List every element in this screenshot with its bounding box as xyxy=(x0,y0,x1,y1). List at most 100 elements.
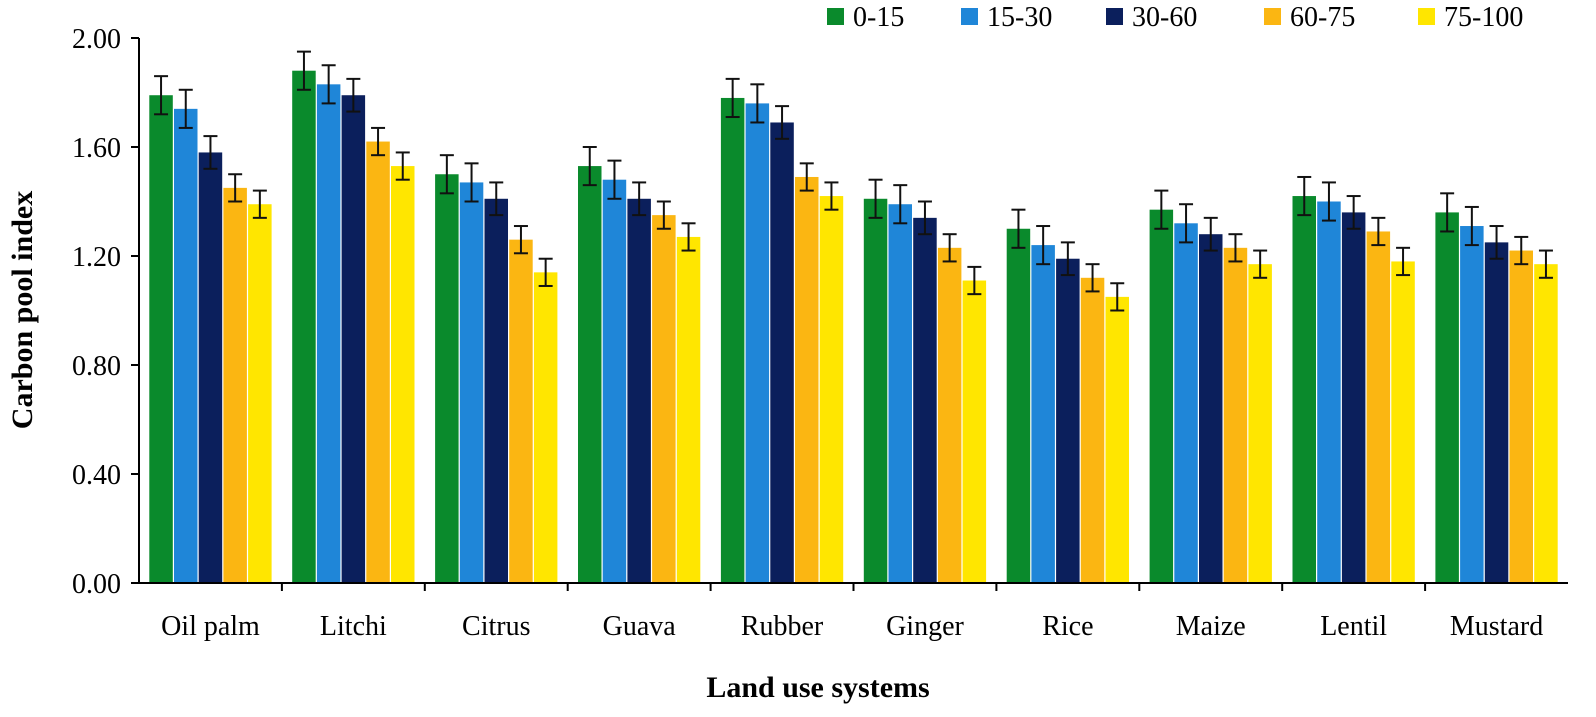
legend: 0-15 15-30 30-60 60-75 75-100 xyxy=(827,2,1523,33)
bar xyxy=(1149,209,1174,584)
error-bar xyxy=(228,173,243,203)
error-bar xyxy=(1036,225,1051,266)
error-bar xyxy=(395,151,410,181)
error-bar xyxy=(681,222,696,252)
error-bar xyxy=(1011,208,1026,249)
error-bar xyxy=(513,225,528,255)
legend-swatch xyxy=(1418,8,1435,25)
legend-swatch xyxy=(961,8,978,25)
error-bar xyxy=(942,233,957,263)
error-bar xyxy=(1514,235,1529,266)
error-bar xyxy=(607,159,622,200)
error-bar xyxy=(371,126,386,157)
x-axis-title: Land use systems xyxy=(706,671,929,704)
legend-label: 15-30 xyxy=(987,2,1052,33)
x-tick-label: Lentil xyxy=(1320,611,1387,642)
bar xyxy=(174,108,198,583)
y-tick-label: 2.00 xyxy=(72,24,121,55)
bar xyxy=(1391,261,1415,583)
legend-label: 75-100 xyxy=(1444,2,1523,33)
bar xyxy=(745,103,770,584)
error-bar xyxy=(346,77,361,113)
y-tick-label: 1.20 xyxy=(72,242,121,273)
x-tick-label: Citrus xyxy=(462,611,530,642)
error-bars-layer xyxy=(154,50,1553,312)
bar xyxy=(198,152,223,583)
error-bar xyxy=(1228,233,1243,263)
x-tick-label: Rubber xyxy=(741,611,824,642)
error-bar xyxy=(799,162,814,192)
y-tick-label: 0.00 xyxy=(72,569,121,600)
error-bar xyxy=(1464,205,1479,247)
error-bar xyxy=(1154,189,1169,230)
bar xyxy=(1199,234,1223,583)
error-bar xyxy=(1253,249,1268,279)
bar xyxy=(578,166,602,583)
bar xyxy=(937,247,962,583)
error-bar xyxy=(1060,241,1075,277)
bar xyxy=(1484,242,1509,583)
y-axis-title: Carbon pool index xyxy=(6,191,39,429)
bar xyxy=(1317,201,1341,583)
error-bar xyxy=(489,181,504,217)
bar xyxy=(292,70,316,583)
error-bar xyxy=(775,105,790,140)
error-bar xyxy=(967,265,982,296)
bar xyxy=(676,236,701,584)
bar xyxy=(770,122,794,583)
error-bar xyxy=(178,88,193,129)
bar xyxy=(484,198,508,583)
error-bar xyxy=(1538,249,1553,279)
bar xyxy=(223,187,247,583)
bar xyxy=(1105,296,1129,583)
bar xyxy=(627,198,651,583)
error-bar xyxy=(1346,195,1361,230)
bar xyxy=(819,196,844,584)
legend-label: 0-15 xyxy=(853,2,904,33)
legend-swatch xyxy=(1264,8,1281,25)
error-bar xyxy=(538,257,553,287)
x-tick-label: Maize xyxy=(1176,611,1246,642)
error-bar xyxy=(439,154,454,195)
bar xyxy=(1435,212,1459,583)
bar xyxy=(316,84,341,583)
y-axis-ticks: 0.00 0.40 0.80 1.20 1.60 2.00 xyxy=(72,24,139,600)
error-bar xyxy=(296,50,311,91)
bar xyxy=(435,174,459,583)
bar xyxy=(1056,258,1080,583)
error-bar xyxy=(1440,192,1455,233)
error-bar xyxy=(1396,246,1411,277)
x-tick-label: Rice xyxy=(1042,611,1093,642)
bars-layer xyxy=(149,70,1558,584)
bar xyxy=(1341,212,1366,583)
bar xyxy=(533,272,558,583)
error-bar xyxy=(1110,282,1125,312)
bar xyxy=(1292,196,1316,584)
bar xyxy=(391,166,415,583)
bar xyxy=(913,217,937,583)
bar xyxy=(795,176,819,583)
bar xyxy=(720,97,745,583)
error-bar xyxy=(893,184,908,225)
error-bar xyxy=(321,64,336,105)
x-tick-label: Ginger xyxy=(886,611,964,642)
legend-label: 30-60 xyxy=(1132,2,1197,33)
error-bar xyxy=(868,178,883,219)
y-tick-label: 1.60 xyxy=(72,133,121,164)
bar xyxy=(1223,247,1248,583)
bar xyxy=(1080,277,1105,583)
y-tick-label: 0.80 xyxy=(72,351,121,382)
bar xyxy=(459,182,484,584)
error-bar xyxy=(1489,225,1504,260)
error-bar xyxy=(1321,181,1336,222)
bar xyxy=(149,95,173,583)
bar xyxy=(863,198,888,583)
legend-swatch xyxy=(1106,8,1123,25)
x-tick-label: Oil palm xyxy=(161,611,260,642)
error-bar xyxy=(203,135,218,170)
error-bar xyxy=(1371,216,1386,247)
error-bar xyxy=(725,77,740,119)
legend-swatch xyxy=(827,8,844,25)
error-bar xyxy=(750,83,765,124)
error-bar xyxy=(1085,263,1100,293)
